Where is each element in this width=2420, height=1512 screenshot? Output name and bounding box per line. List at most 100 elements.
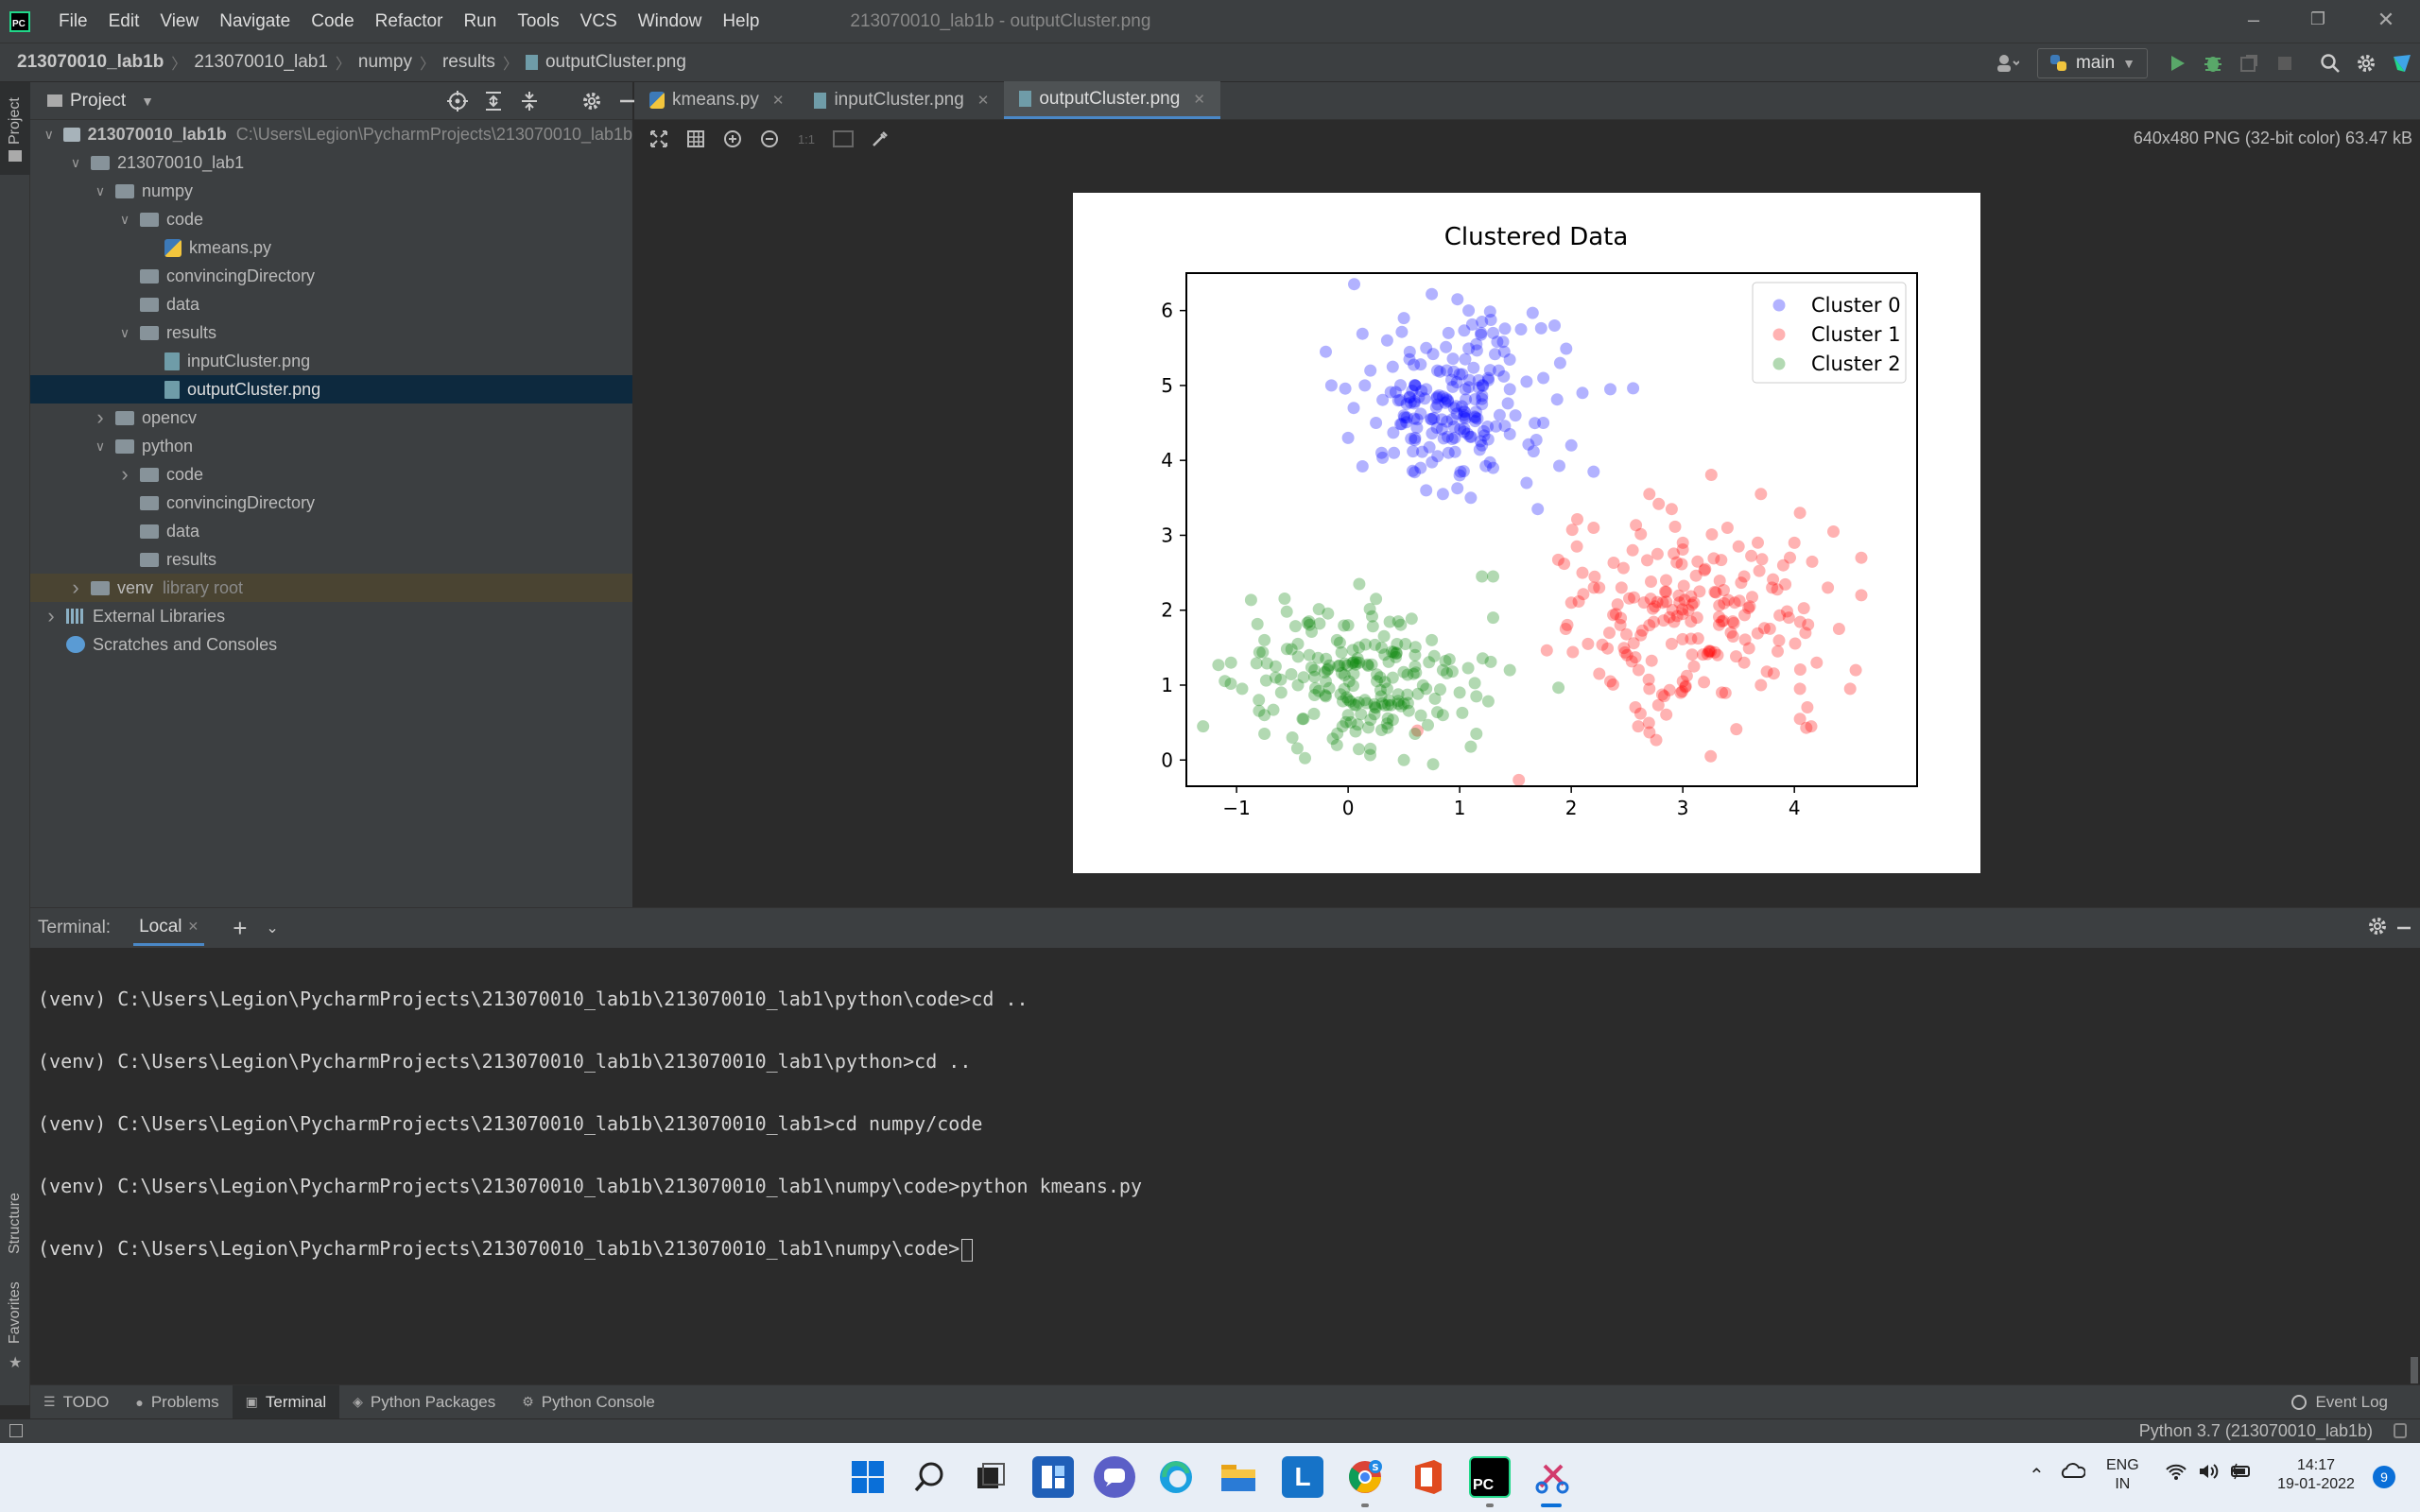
close-tab-icon[interactable]: ✕: [771, 93, 785, 109]
close-tab-icon[interactable]: ✕: [977, 93, 990, 109]
tree-item[interactable]: kmeans.py: [30, 233, 632, 262]
debug-icon[interactable]: [2199, 49, 2227, 77]
menu-refactor[interactable]: Refactor: [374, 10, 443, 31]
tool-tab-python-packages[interactable]: ◈ Python Packages: [339, 1385, 509, 1419]
jetbrains-toolbox-icon[interactable]: [2388, 49, 2416, 77]
menu-tools[interactable]: Tools: [517, 10, 560, 31]
menu-window[interactable]: Window: [637, 10, 702, 31]
tree-item[interactable]: ∨ numpy: [30, 177, 632, 205]
search-icon[interactable]: [2316, 49, 2344, 77]
event-log-button[interactable]: Event Log: [2290, 1393, 2388, 1412]
notification-badge[interactable]: 9: [2373, 1466, 2395, 1488]
teams-chat-icon[interactable]: [1094, 1456, 1135, 1498]
tree-item[interactable]: data: [30, 290, 632, 318]
breadcrumb-item[interactable]: 213070010_lab1b: [17, 52, 164, 72]
options-gear-icon[interactable]: [580, 90, 603, 112]
locate-file-icon[interactable]: [446, 90, 469, 112]
chevron-down-icon[interactable]: ∨: [43, 126, 54, 142]
windows-start-icon[interactable]: [847, 1456, 889, 1498]
breadcrumb-item[interactable]: numpy: [357, 52, 412, 72]
tree-item[interactable]: outputCluster.png: [30, 375, 632, 404]
favorites-tool-label[interactable]: Favorites: [7, 1281, 23, 1344]
run-configuration-select[interactable]: main ▼: [2036, 48, 2148, 78]
breadcrumb-item[interactable]: 213070010_lab1: [194, 52, 328, 72]
tree-item[interactable]: Scratches and Consoles: [30, 630, 632, 659]
grid-icon[interactable]: [683, 126, 709, 152]
structure-tool-label[interactable]: Structure: [7, 1193, 23, 1254]
chevron-down-icon[interactable]: ⌄: [266, 920, 279, 936]
tree-item[interactable]: ∨ results: [30, 318, 632, 347]
chevron-right-icon[interactable]: ›: [96, 405, 104, 429]
close-tab-icon[interactable]: ✕: [1193, 91, 1205, 108]
chevron-right-icon[interactable]: ›: [47, 604, 55, 627]
menu-help[interactable]: Help: [722, 10, 760, 31]
tool-tab-python-console[interactable]: ⚙ Python Console: [509, 1385, 668, 1419]
breadcrumb-item[interactable]: results: [441, 52, 495, 72]
widgets-icon[interactable]: [1032, 1456, 1074, 1498]
tree-item[interactable]: ∨ python: [30, 432, 632, 460]
zoom-out-icon[interactable]: [756, 126, 783, 152]
expand-all-icon[interactable]: [482, 90, 505, 112]
breadcrumb-item[interactable]: outputCluster.png: [544, 52, 686, 72]
python-interpreter[interactable]: Python 3.7 (213070010_lab1b): [2138, 1421, 2373, 1440]
tree-item[interactable]: › venv library root: [30, 574, 632, 602]
menu-run[interactable]: Run: [463, 10, 497, 31]
toggle-tool-windows-icon[interactable]: [9, 1424, 23, 1437]
restore-icon[interactable]: ❐: [2309, 9, 2326, 28]
pycharm-logo-icon[interactable]: PC: [9, 10, 30, 32]
pycharm-taskbar-icon[interactable]: PC: [1469, 1456, 1511, 1498]
settings-gear-icon[interactable]: [2352, 49, 2380, 77]
zoom-in-icon[interactable]: [719, 126, 746, 152]
chevron-right-icon[interactable]: ›: [121, 462, 129, 486]
search-icon[interactable]: [908, 1456, 950, 1498]
menu-vcs[interactable]: VCS: [579, 10, 617, 31]
hide-panel-icon[interactable]: [616, 90, 639, 112]
tree-item[interactable]: ∨ 213070010_lab1: [30, 148, 632, 177]
snipping-tool-icon[interactable]: [1531, 1456, 1573, 1498]
chevron-down-icon[interactable]: ∨: [119, 324, 130, 340]
terminal-settings-icon[interactable]: [2367, 916, 2388, 941]
office-icon[interactable]: [1407, 1456, 1448, 1498]
minimize-icon[interactable]: –: [2247, 8, 2260, 31]
collapse-all-icon[interactable]: [518, 90, 541, 112]
hide-terminal-icon[interactable]: [2395, 919, 2412, 941]
color-picker-icon[interactable]: [867, 126, 893, 152]
menu-view[interactable]: View: [160, 10, 199, 31]
run-icon[interactable]: [2163, 49, 2191, 77]
menu-file[interactable]: File: [59, 10, 88, 31]
background-icon[interactable]: [830, 126, 856, 152]
coverage-icon[interactable]: [2235, 49, 2263, 77]
volume-icon[interactable]: [2198, 1462, 2221, 1486]
menu-code[interactable]: Code: [311, 10, 354, 31]
tree-item[interactable]: ∨ 213070010_lab1b C:\Users\Legion\PycharmP…: [30, 120, 632, 148]
battery-icon[interactable]: [2229, 1462, 2254, 1486]
language-indicator[interactable]: ENG IN: [2106, 1456, 2139, 1494]
close-icon[interactable]: ✕: [2377, 8, 2395, 31]
chevron-down-icon[interactable]: ∨: [95, 182, 106, 198]
tool-tab-terminal[interactable]: ▣ Terminal: [232, 1384, 340, 1419]
tree-item[interactable]: ∨ code: [30, 205, 632, 233]
editor-tab[interactable]: inputCluster.png ✕: [799, 81, 1004, 119]
lens-app-icon[interactable]: L: [1282, 1456, 1323, 1498]
chevron-down-icon[interactable]: ∨: [95, 438, 106, 454]
terminal-tab-local[interactable]: Local ✕: [133, 911, 205, 946]
account-icon[interactable]: [1994, 49, 2022, 77]
chevron-up-icon[interactable]: ⌃: [2029, 1466, 2045, 1486]
actual-size-icon[interactable]: 1:1: [797, 131, 816, 146]
tree-item[interactable]: › opencv: [30, 404, 632, 432]
menu-navigate[interactable]: Navigate: [219, 10, 291, 31]
editor-tab[interactable]: outputCluster.png ✕: [1004, 81, 1220, 119]
tree-item[interactable]: › code: [30, 460, 632, 489]
stop-icon[interactable]: [2271, 49, 2299, 77]
tree-item[interactable]: › External Libraries: [30, 602, 632, 630]
tree-item[interactable]: convincingDirectory: [30, 489, 632, 517]
chevron-down-icon[interactable]: ∨: [119, 211, 130, 227]
task-view-icon[interactable]: [970, 1456, 1011, 1498]
file-explorer-icon[interactable]: [1218, 1456, 1259, 1498]
chevron-down-icon[interactable]: ∨: [70, 154, 81, 170]
lock-icon[interactable]: [2394, 1423, 2407, 1438]
tool-tab-todo[interactable]: ☰ TODO: [30, 1385, 122, 1419]
project-view-select[interactable]: Project: [70, 90, 127, 111]
onedrive-icon[interactable]: [2061, 1462, 2086, 1484]
wifi-icon[interactable]: [2165, 1462, 2187, 1486]
